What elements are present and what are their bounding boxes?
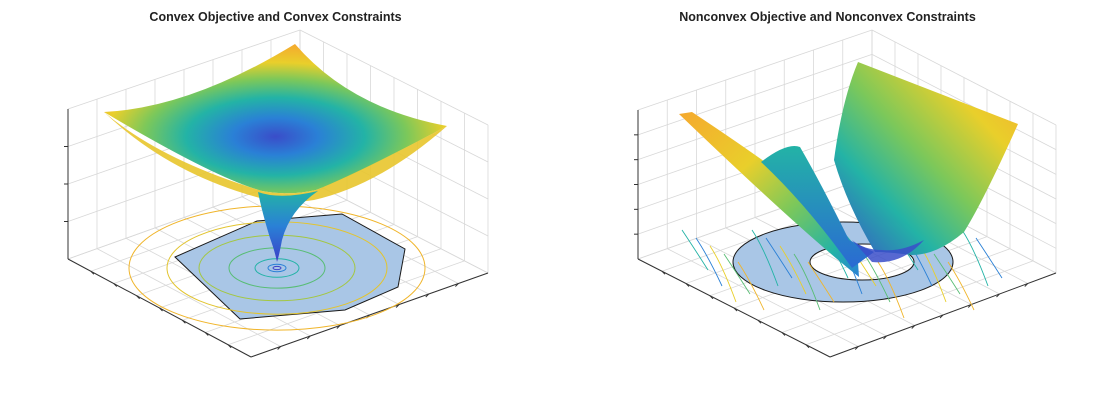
grid-line bbox=[67, 29, 301, 110]
surface-right-drop bbox=[852, 240, 924, 263]
y-tick bbox=[1024, 283, 1029, 287]
grid-line bbox=[637, 102, 873, 185]
x-tick bbox=[709, 295, 714, 300]
x-tick bbox=[90, 270, 95, 275]
x-tick bbox=[781, 332, 786, 336]
grid-line bbox=[299, 29, 489, 126]
contour-line bbox=[793, 253, 821, 311]
contour-line bbox=[877, 261, 905, 319]
chart-title-left: Convex Objective and Convex Constraints bbox=[149, 10, 402, 24]
grid-line bbox=[637, 151, 873, 235]
x-tick bbox=[113, 283, 118, 287]
x-tick bbox=[757, 319, 762, 324]
contour-line bbox=[807, 261, 835, 303]
right-surface-plot bbox=[634, 29, 1057, 358]
contour-ring bbox=[267, 263, 287, 273]
x-tick bbox=[182, 319, 186, 324]
grid-line bbox=[637, 29, 873, 111]
grid-line bbox=[637, 78, 873, 161]
y-tick bbox=[939, 314, 944, 319]
contour-line bbox=[947, 261, 975, 311]
grid-line bbox=[637, 53, 873, 136]
surface-left-wing bbox=[679, 112, 859, 277]
y-tick bbox=[996, 293, 1000, 298]
contour-line bbox=[709, 245, 737, 303]
grid-line bbox=[96, 248, 281, 347]
contour-ring bbox=[272, 265, 282, 271]
contour-line bbox=[737, 261, 765, 311]
x-tick bbox=[159, 307, 163, 312]
y-tick bbox=[854, 346, 859, 350]
contour-line bbox=[933, 253, 961, 295]
y-tick bbox=[306, 335, 311, 340]
x-tick bbox=[227, 344, 232, 349]
left-surface-plot bbox=[64, 29, 489, 358]
surface-bowl-top bbox=[104, 44, 447, 194]
x-tick bbox=[685, 283, 690, 287]
grid-line bbox=[667, 248, 859, 347]
contour-line bbox=[779, 245, 807, 295]
grid-line bbox=[871, 53, 1057, 151]
axes-grid-right bbox=[634, 29, 1057, 358]
y-tick bbox=[277, 346, 281, 350]
right-chart-panel: Nonconvex Objective and Nonconvex Constr… bbox=[552, 0, 1103, 400]
x-tick bbox=[204, 332, 209, 336]
x-tick bbox=[805, 344, 810, 349]
grid-line bbox=[871, 29, 1057, 126]
y-tick bbox=[883, 335, 887, 340]
surface-middle-fold bbox=[761, 146, 874, 268]
x-tick bbox=[661, 270, 666, 275]
y-tick bbox=[911, 325, 916, 329]
y-tick bbox=[967, 304, 972, 308]
surface-bowl-lower bbox=[104, 112, 447, 202]
contour-line bbox=[975, 237, 1003, 279]
feasible-region-left bbox=[174, 213, 406, 320]
y-tick bbox=[455, 283, 459, 287]
x-tick bbox=[733, 307, 738, 312]
x-tick bbox=[136, 295, 140, 300]
y-tick bbox=[336, 325, 341, 329]
contour-line bbox=[681, 229, 709, 271]
surface-funnel bbox=[258, 191, 318, 262]
y-tick bbox=[395, 304, 400, 308]
left-chart-panel: Convex Objective and Convex Constraints bbox=[0, 0, 551, 400]
surface-right-wing bbox=[834, 62, 1018, 255]
contour-line bbox=[751, 229, 779, 287]
chart-title-right: Nonconvex Objective and Nonconvex Constr… bbox=[679, 10, 976, 24]
contour-line bbox=[695, 237, 723, 287]
y-tick bbox=[425, 293, 430, 298]
contour-line bbox=[961, 229, 989, 287]
contour-line bbox=[723, 253, 751, 295]
contour-line bbox=[765, 237, 793, 279]
